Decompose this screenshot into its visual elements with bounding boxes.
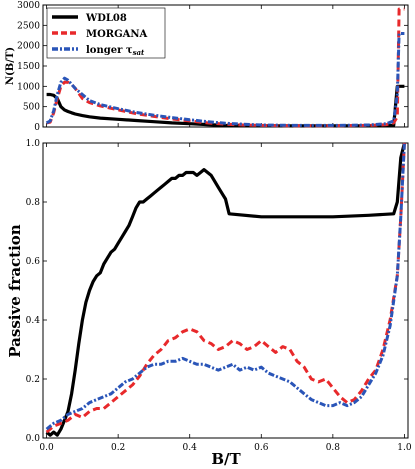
top-y-tick-label: 2000: [17, 42, 40, 52]
top-y-axis-label: N(B/T): [5, 47, 16, 85]
top-y-tick-label: 1500: [17, 62, 40, 72]
bottom-x-tick-label: 1.0: [397, 443, 412, 453]
bottom-series: [45, 142, 406, 437]
bottom-y-tick-label: 1.0: [26, 139, 41, 149]
bottom-y-tick-label: 0.2: [26, 375, 40, 385]
bottom-y-tick-label: 0.0: [26, 434, 41, 444]
bottom-x-tick-label: 0.8: [326, 443, 341, 453]
top-y-tick-label: 1000: [17, 82, 40, 92]
legend-label-wdl08: WDL08: [85, 13, 127, 24]
legend-label-morgana: MORGANA: [86, 29, 148, 40]
bottom-plot-frame: [42, 142, 409, 439]
legend-label-longer-tsat: longer τsat: [86, 45, 145, 57]
legend: WDL08 MORGANA longer τsat: [46, 7, 166, 59]
top-panel: 0 500 1000 1500 2000 2500 3000 N(B/T) WDL08 MO…: [5, 1, 409, 133]
bottom-series-line-wdl08: [45, 142, 406, 437]
bottom-x-tick-label: 0.2: [111, 443, 125, 453]
top-y-tick-label: 3000: [17, 1, 40, 11]
bottom-y-tick-label: 0.4: [26, 316, 41, 326]
bottom-x-tick-label: 0.4: [183, 443, 198, 453]
bottom-y-ticks: 0.0 0.2 0.4 0.6 0.8 1.0: [26, 139, 408, 444]
bottom-x-axis-label: B/T: [211, 450, 241, 468]
top-y-tick-label: 0: [34, 123, 40, 133]
bottom-y-tick-label: 0.8: [26, 198, 41, 208]
top-y-ticks: 0 500 1000 1500 2000 2500 3000: [17, 1, 408, 133]
bottom-series-line-morgana: [45, 142, 406, 434]
bottom-x-ticks: 0.0 0.2 0.4 0.6 0.8 1.0: [39, 143, 412, 453]
bottom-y-tick-label: 0.6: [26, 257, 41, 267]
bottom-x-tick-label: 0.0: [39, 443, 54, 453]
top-series-line-longer-sat: [45, 32, 405, 127]
top-y-tick-label: 2500: [17, 21, 40, 31]
top-series: [45, 7, 405, 128]
bottom-x-tick-label: 0.6: [254, 443, 269, 453]
bottom-series-line-longer-sat: [45, 142, 406, 431]
bottom-y-axis-label: Passive fraction: [6, 224, 24, 358]
bottom-panel: 0.0 0.2 0.4 0.6 0.8 1.0 0.0 0.2 0.4 0.6 0.8 1.0 Pa…: [6, 139, 412, 468]
top-y-tick-label: 500: [23, 103, 40, 113]
